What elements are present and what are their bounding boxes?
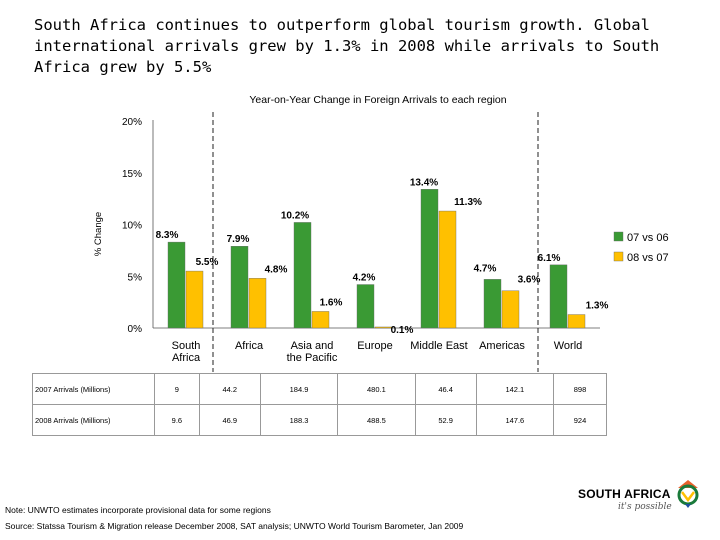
arrivals-table: 2007 Arrivals (Millions) 9 44.2 184.9 480.1 4… xyxy=(32,373,607,436)
legend-swatch xyxy=(613,231,624,242)
y-tick-label: 20% xyxy=(122,117,142,128)
bar-08-vs-07 xyxy=(248,278,267,329)
table-cell: 52.9 xyxy=(414,404,477,436)
legend-swatch xyxy=(613,251,624,262)
bar-08-vs-07 xyxy=(185,270,204,329)
data-labels-group: 8.3% 7.9% 10.2% 4.2% 13.4% 4.7% 6.1% 5.5% 4.8% 1.… xyxy=(156,177,609,336)
data-label: 7.9% xyxy=(227,234,250,245)
table-cell: 488.5 xyxy=(337,404,416,436)
bar-08-vs-07 xyxy=(311,311,330,329)
bar-07-vs-06 xyxy=(356,284,375,329)
source-note: Source: Statssa Tourism & Migration rele… xyxy=(5,521,464,531)
legend-label: 07 vs 06 xyxy=(627,232,669,244)
page-headline: South Africa continues to outperform glo… xyxy=(34,16,660,76)
row-label: 2007 Arrivals (Millions) xyxy=(32,373,155,405)
bar-07-vs-06 xyxy=(483,279,502,329)
data-label: 6.1% xyxy=(538,253,561,264)
data-label: 8.3% xyxy=(156,230,179,241)
table-cell: 46.9 xyxy=(198,404,261,436)
table-cell: 9.6 xyxy=(154,404,200,436)
category-label: Americas xyxy=(479,340,525,352)
data-label: 4.8% xyxy=(265,264,288,275)
category-label: Asia and the Pacific xyxy=(287,340,338,364)
table-row: 2008 Arrivals (Millions) 9.6 46.9 188.3 488.… xyxy=(32,404,607,436)
y-tick-label: 15% xyxy=(122,169,142,180)
table-cell: 142.1 xyxy=(475,373,555,405)
y-tick-label: 5% xyxy=(128,272,143,283)
south-africa-logo-icon xyxy=(677,480,699,508)
bar-07-vs-06 xyxy=(549,264,568,329)
brand-block: SOUTH AFRICA it's possible xyxy=(578,478,718,518)
table-cell: 147.6 xyxy=(475,404,555,436)
table-cell: 188.3 xyxy=(259,404,339,436)
data-label: 10.2% xyxy=(281,210,309,221)
data-label: 4.2% xyxy=(353,273,376,284)
legend: 07 vs 06 08 vs 07 xyxy=(613,231,669,264)
bar-08-vs-07 xyxy=(567,314,586,329)
bar-07-vs-06 xyxy=(230,246,249,329)
category-label: Europe xyxy=(357,340,392,352)
legend-label: 08 vs 07 xyxy=(627,252,669,264)
chart-title: Year-on-Year Change in Foreign Arrivals … xyxy=(249,94,506,106)
table-cell: 46.4 xyxy=(414,373,477,405)
bar-08-vs-07 xyxy=(501,290,520,329)
bar-08-vs-07 xyxy=(438,210,457,329)
category-label: Middle East xyxy=(410,340,467,352)
data-label: 0.1% xyxy=(391,325,414,336)
bar-07-vs-06 xyxy=(293,222,312,329)
data-label: 1.6% xyxy=(320,297,343,308)
table-cell: 9 xyxy=(154,373,200,405)
table-cell: 184.9 xyxy=(259,373,339,405)
data-label: 13.4% xyxy=(410,177,438,188)
table-row: 2007 Arrivals (Millions) 9 44.2 184.9 480.1 4… xyxy=(32,373,607,405)
row-label: 2008 Arrivals (Millions) xyxy=(32,404,155,436)
table-cell: 924 xyxy=(553,404,607,436)
category-label: Africa xyxy=(235,340,264,352)
y-tick-label: 0% xyxy=(128,324,143,335)
bar-07-vs-06 xyxy=(420,189,439,329)
category-label: World xyxy=(554,340,583,352)
y-axis-label: % Change xyxy=(93,212,104,256)
bar-chart: Year-on-Year Change in Foreign Arrivals … xyxy=(93,94,669,372)
y-axis-ticks: 0% 5% 10% 15% 20% xyxy=(122,117,142,335)
table-cell: 480.1 xyxy=(337,373,416,405)
data-label: 5.5% xyxy=(196,257,219,268)
data-label: 3.6% xyxy=(518,275,541,286)
brand-tagline: it's possible xyxy=(618,502,672,512)
bars-group xyxy=(167,189,586,329)
brand-name: SOUTH AFRICA xyxy=(578,487,671,501)
table-cell: 44.2 xyxy=(198,373,261,405)
y-tick-label: 10% xyxy=(122,221,142,232)
bar-08-vs-07 xyxy=(374,326,393,329)
data-label: 4.7% xyxy=(474,263,497,274)
bar-07-vs-06 xyxy=(167,241,186,329)
footnote: Note: UNWTO estimates incorporate provis… xyxy=(5,505,271,515)
table-cell: 898 xyxy=(553,373,607,405)
category-labels-group: South Africa Africa Asia and the Pacific Euro… xyxy=(172,340,583,364)
category-label: South Africa xyxy=(172,340,201,364)
data-label: 11.3% xyxy=(454,197,482,208)
data-label: 1.3% xyxy=(586,301,609,312)
